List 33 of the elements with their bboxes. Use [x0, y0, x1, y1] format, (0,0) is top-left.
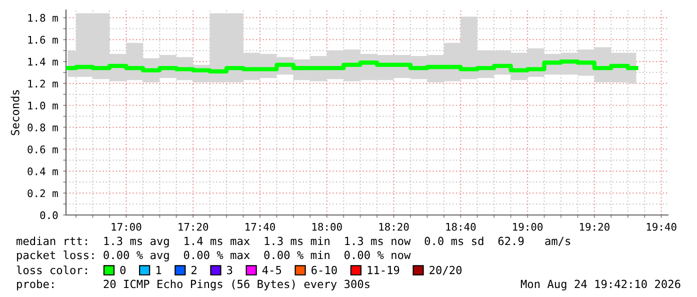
- x-tick-label: 19:00: [513, 222, 543, 231]
- x-tick-label: 19:20: [580, 222, 610, 231]
- y-tick-label: 0.4 m: [28, 167, 58, 176]
- legend-label: 2: [192, 266, 196, 274]
- legend-label: 20/20: [430, 266, 462, 276]
- x-tick-label: 17:00: [112, 222, 142, 231]
- y-tick-label: 0.6 m: [28, 145, 58, 154]
- legend-title: loss color:: [16, 266, 87, 274]
- legend-label: 0: [120, 266, 126, 274]
- y-tick-label: 1.4 m: [28, 58, 58, 66]
- x-tick-label: 17:20: [178, 222, 208, 231]
- y-axis-title: Seconds: [10, 90, 20, 136]
- y-tick-label: 0.2 m: [28, 189, 58, 198]
- x-tick-label: 18:00: [312, 222, 342, 231]
- legend-label: 4-5: [262, 266, 282, 274]
- legend-label: 6-10: [312, 266, 337, 274]
- text: median rtt: 1.3 ms avg 1.4 ms max 1.3 ms min 1.3 ms now 0.0 ms sd 62.9 am/s: [16, 236, 570, 248]
- text: probe: 20 ICMP Echo Pings (56 Bytes) every 300s: [17, 280, 370, 290]
- y-tick-label: 0.0: [40, 211, 58, 220]
- text: Mon Aug 24 19:42:10 2026: [520, 280, 680, 290]
- x-tick-label: 19:40: [646, 222, 676, 231]
- x-tick-label: 17:40: [246, 222, 275, 231]
- y-tick-label: 1.6 m: [28, 36, 58, 44]
- legend-label: 11-19: [368, 266, 400, 274]
- legend-label: 3: [227, 266, 232, 274]
- text: packet loss: 0.00 % avg 0.00 % max 0.00 % min 0.00 % now: [17, 250, 411, 262]
- y-tick-label: 0.8 m: [28, 124, 58, 132]
- x-tick-label: 18:20: [379, 222, 409, 231]
- x-tick-label: 18:40: [446, 222, 476, 231]
- y-tick-label: 1.8 m: [28, 14, 58, 22]
- legend-label: 1: [156, 266, 162, 274]
- y-tick-label: 1.2 m: [28, 80, 58, 88]
- y-tick-label: 1.0 m: [28, 102, 58, 110]
